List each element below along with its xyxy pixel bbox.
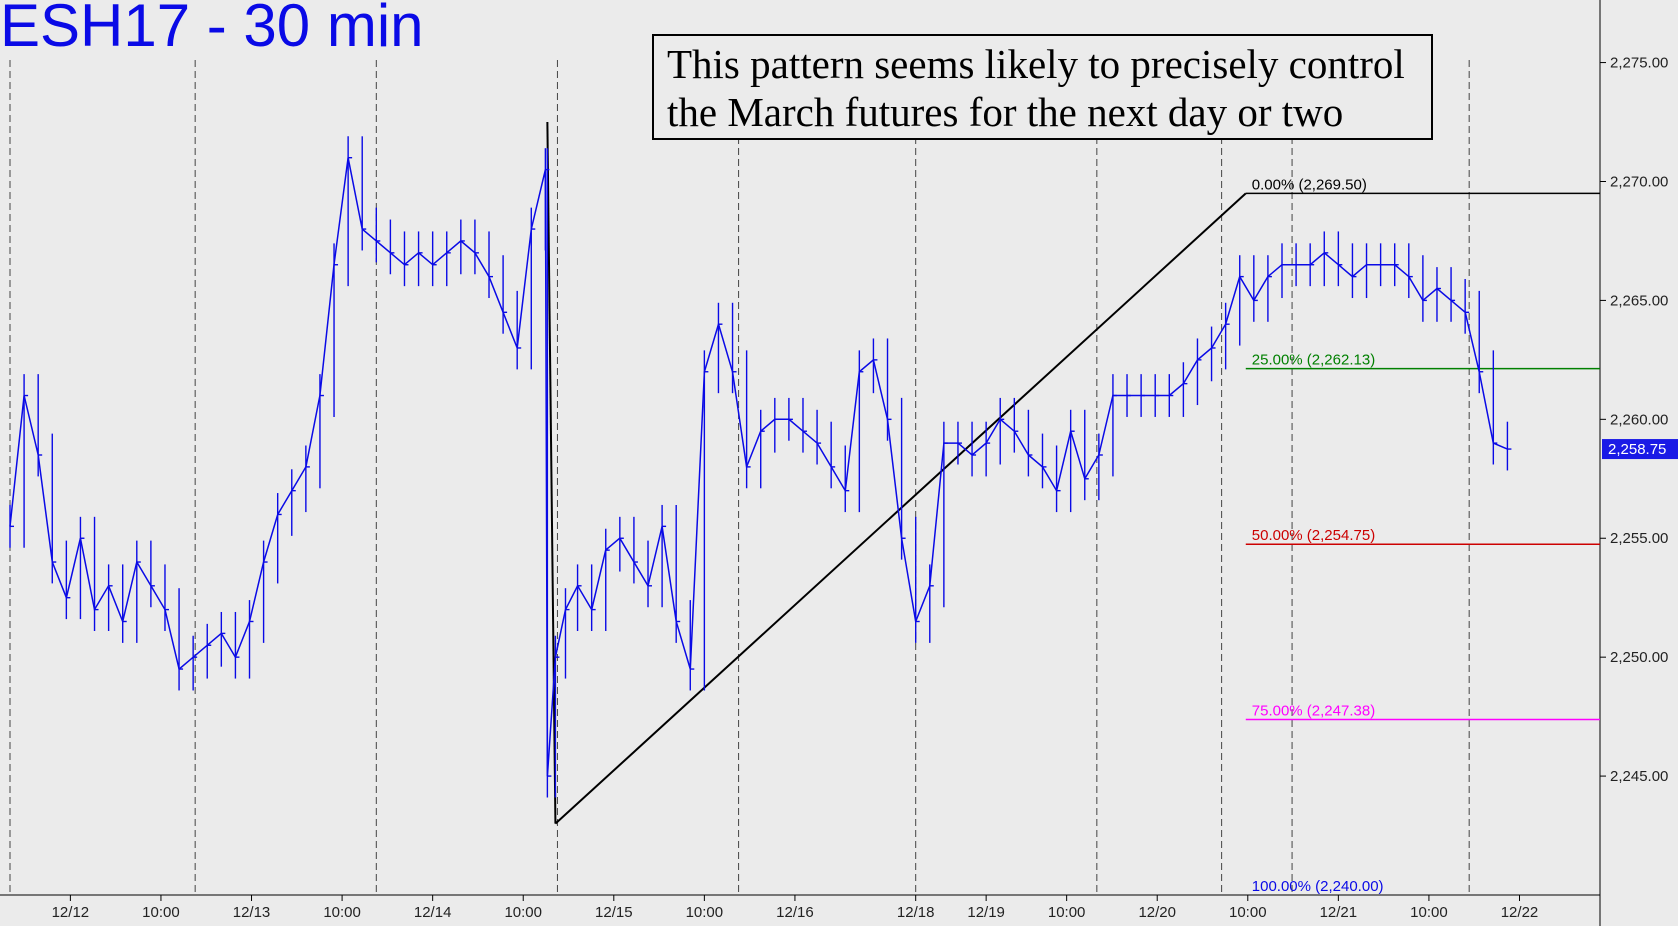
y-tick-label: 2,255.00 [1610, 530, 1668, 547]
fib-level-label: 75.00% (2,247.38) [1252, 702, 1375, 719]
y-tick-label: 2,245.00 [1610, 768, 1668, 785]
x-tick-label: 10:00 [1410, 904, 1448, 921]
fib-level-label: 100.00% (2,240.00) [1252, 878, 1384, 895]
last-price-label: 2,258.75 [1608, 441, 1666, 458]
y-tick-label: 2,260.00 [1610, 411, 1668, 428]
x-tick-label: 10:00 [504, 904, 542, 921]
x-tick-label: 12/19 [967, 904, 1005, 921]
trendline [546, 122, 557, 824]
x-tick-label: 12/18 [897, 904, 935, 921]
y-tick-label: 2,270.00 [1610, 173, 1668, 190]
fib-level-label: 50.00% (2,254.75) [1252, 527, 1375, 544]
x-tick-label: 10:00 [1048, 904, 1086, 921]
trendline [554, 192, 1247, 825]
y-tick-label: 2,265.00 [1610, 292, 1668, 309]
x-tick-label: 12/13 [233, 904, 271, 921]
x-tick-label: 10:00 [142, 904, 180, 921]
annotation-line-2: the March futures for the next day or tw… [667, 89, 1344, 135]
annotation-line-1: This pattern seems likely to precisely c… [667, 41, 1405, 87]
price-series-line [9, 157, 1508, 777]
y-tick-label: 2,250.00 [1610, 649, 1668, 666]
fib-level-label: 0.00% (2,269.50) [1252, 176, 1367, 193]
x-tick-label: 10:00 [1229, 904, 1267, 921]
fib-level-label: 25.00% (2,262.13) [1252, 352, 1375, 369]
x-tick-label: 12/21 [1320, 904, 1358, 921]
last-price-badge [1602, 439, 1678, 460]
x-tick-label: 10:00 [323, 904, 361, 921]
x-tick-label: 12/14 [414, 904, 452, 921]
x-tick-label: 10:00 [686, 904, 724, 921]
annotation-box: This pattern seems likely to precisely c… [652, 34, 1433, 140]
x-tick-label: 12/22 [1501, 904, 1539, 921]
x-tick-label: 12/16 [776, 904, 814, 921]
x-tick-label: 12/15 [595, 904, 633, 921]
x-tick-label: 12/20 [1138, 904, 1176, 921]
x-tick-label: 12/12 [52, 904, 90, 921]
chart-title: ESH17 - 30 min [0, 0, 424, 59]
y-tick-label: 2,275.00 [1610, 55, 1668, 72]
